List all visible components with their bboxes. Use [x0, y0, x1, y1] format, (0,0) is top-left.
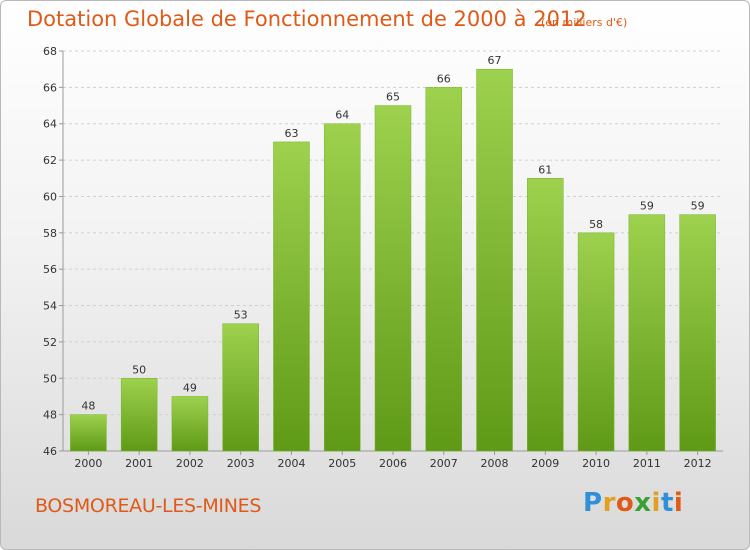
- data-label-2005: 64: [335, 109, 349, 122]
- x-tick-label-2007: 2007: [430, 457, 458, 470]
- bar-2012: [679, 214, 716, 452]
- y-tick-label: 46: [43, 445, 57, 458]
- bar-2001: [120, 378, 158, 452]
- logo-letter: x: [634, 488, 652, 518]
- data-label-2011: 59: [640, 200, 654, 213]
- data-label-2009: 61: [538, 163, 552, 176]
- x-tick-label-2006: 2006: [379, 457, 407, 470]
- y-tick-label: 62: [43, 154, 57, 167]
- data-label-2000: 48: [81, 400, 95, 413]
- data-label-2004: 63: [284, 127, 298, 140]
- proxiti-logo: Proxiti: [583, 488, 683, 518]
- logo-letter: P: [583, 488, 603, 518]
- y-tick-label: 54: [43, 300, 57, 313]
- bar-2000: [70, 414, 107, 452]
- logo-letter: o: [615, 488, 635, 518]
- y-tick-label: 60: [43, 190, 57, 203]
- y-tick-label: 66: [43, 81, 57, 94]
- x-tick-label-2000: 2000: [74, 457, 102, 470]
- bar-2007: [425, 87, 463, 452]
- x-tick-label-2004: 2004: [277, 457, 305, 470]
- bar-2010: [577, 232, 615, 452]
- x-tick-label-2008: 2008: [481, 457, 509, 470]
- chart-unit-note: (en milliers d'€): [541, 16, 628, 29]
- town-name: BOSMOREAU-LES-MINES: [35, 495, 262, 517]
- x-tick-label-2012: 2012: [684, 457, 712, 470]
- y-tick-label: 48: [43, 409, 57, 422]
- logo-letter: r: [602, 488, 616, 518]
- bar-2008: [476, 68, 513, 452]
- y-tick-label: 68: [43, 45, 57, 58]
- bar-2005: [323, 123, 361, 452]
- x-tick-label-2001: 2001: [125, 457, 153, 470]
- x-tick-label-2002: 2002: [176, 457, 204, 470]
- y-tick-label: 52: [43, 336, 57, 349]
- x-tick-label-2011: 2011: [633, 457, 661, 470]
- x-tick-label-2009: 2009: [531, 457, 559, 470]
- logo-letter: i: [673, 488, 684, 518]
- data-label-2006: 65: [386, 91, 400, 104]
- y-tick-label: 58: [43, 227, 57, 240]
- x-tick-label-2003: 2003: [227, 457, 255, 470]
- logo-letter: t: [660, 488, 674, 518]
- y-tick-label: 56: [43, 263, 57, 276]
- data-label-2001: 50: [132, 363, 146, 376]
- bar-2009: [527, 178, 564, 452]
- data-label-2008: 67: [488, 54, 502, 67]
- data-label-2012: 59: [691, 200, 705, 213]
- bar-2002: [171, 396, 209, 452]
- data-label-2003: 53: [234, 309, 248, 322]
- bar-2011: [628, 214, 666, 452]
- bar-2006: [374, 105, 412, 452]
- bar-2003: [222, 323, 259, 452]
- data-label-2010: 58: [589, 218, 603, 231]
- chart-title: Dotation Globale de Fonctionnement de 20…: [27, 7, 587, 31]
- x-tick-label-2005: 2005: [328, 457, 356, 470]
- bar-2004: [273, 141, 310, 452]
- logo-letter: i: [651, 488, 661, 518]
- x-tick-label-2010: 2010: [582, 457, 610, 470]
- data-label-2007: 66: [437, 72, 451, 85]
- y-tick-label: 64: [43, 118, 57, 131]
- data-label-2002: 49: [183, 381, 197, 394]
- y-tick-label: 50: [43, 372, 57, 385]
